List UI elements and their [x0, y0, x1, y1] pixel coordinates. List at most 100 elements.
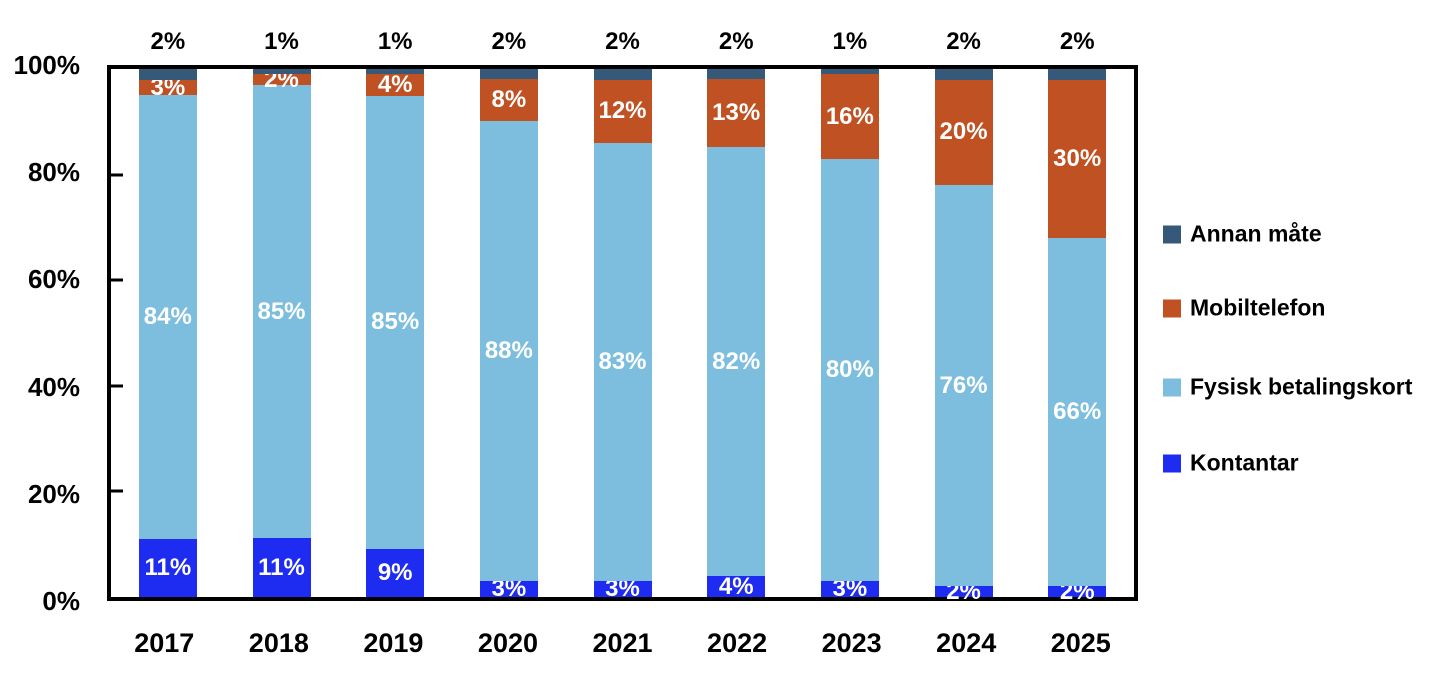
bar-segment-fysisk-betalingskort-2017: 84%: [138, 95, 197, 539]
y-axis-tick-mark: [111, 278, 123, 282]
bar-value-label-fysisk-betalingskort: 80%: [825, 355, 874, 383]
bar-slot-2017: 11% 84% 3% 2%: [111, 28, 225, 597]
bar-value-label-annan-mate: 2%: [605, 28, 640, 55]
bar-value-label-annan-mate: 2%: [491, 28, 527, 55]
bar-value-label-mobiltelefon: 13%: [712, 99, 761, 127]
y-tick-label: 100%: [13, 50, 81, 80]
plot-area: 11% 84% 3% 2% 11% 85% 2% 1% 9% 85% 4% 1% 3% 88% 8% 2% 3%…: [107, 28, 1138, 603]
legend-item-annan-mate: Annan måte: [1163, 221, 1322, 248]
bar-value-label-fysisk-betalingskort: 82%: [712, 347, 761, 375]
x-tick-label-2018: 2018: [248, 628, 309, 658]
bar-segment-fysisk-betalingskort-2018: 85%: [252, 85, 311, 539]
bar-slot-2025: 2% 66% 30% 2%: [1020, 28, 1134, 603]
bar-value-label-kontantar: 11%: [144, 553, 192, 581]
bar-segment-fysisk-betalingskort-2022: 82%: [707, 147, 766, 577]
x-tick-label-2017: 2017: [134, 628, 195, 658]
legend: Annan måte Mobiltelefon Fysisk betalingsko…: [1163, 0, 1445, 680]
bar-value-label-fysisk-betalingskort: 85%: [257, 297, 306, 325]
bar-segment-mobiltelefon-2025: 30%: [1048, 79, 1107, 238]
bar-value-label-annan-mate: 2%: [946, 28, 981, 55]
bar-value-label-fysisk-betalingskort: 76%: [939, 371, 988, 399]
bar-value-label-mobiltelefon: 12%: [598, 97, 647, 125]
bar-segment-fysisk-betalingskort-2021: 83%: [593, 142, 652, 582]
bar-value-label-mobiltelefon: 16%: [825, 102, 874, 130]
bar-2025: 2% 66% 30% 2%: [1048, 28, 1107, 603]
bar-segment-annan-mate-2024: [934, 69, 993, 80]
bar-segment-kontantar-2023: 3%: [820, 577, 879, 601]
bar-2024: 2% 76% 20% 2%: [934, 28, 993, 603]
bar-value-label-kontantar: 11%: [258, 553, 305, 581]
bar-value-label-annan-mate: 2%: [150, 28, 186, 55]
y-tick-label: 80%: [27, 157, 80, 188]
bar-segment-annan-mate-2020: [479, 69, 538, 80]
y-axis-tick-mark: [111, 384, 123, 388]
x-tick-label-2019: 2019: [363, 628, 424, 658]
bar-segment-kontantar-2019: 9%: [366, 549, 425, 597]
bar-value-label-annan-mate: 1%: [832, 28, 868, 55]
legend-item-kontantar: Kontantar: [1163, 450, 1299, 477]
y-axis-tick-mark: [111, 489, 123, 493]
y-tick-label: 40%: [27, 371, 80, 402]
bar-segment-fysisk-betalingskort-2025: 66%: [1048, 237, 1107, 587]
bar-value-label-annan-mate: 2%: [1059, 28, 1095, 55]
bar-2018: 11% 85% 2% 1%: [252, 28, 311, 597]
bar-slot-2024: 2% 76% 20% 2%: [907, 28, 1021, 603]
legend-swatch-annan-mate: [1163, 225, 1181, 243]
bar-segment-kontantar-2024: 2%: [934, 579, 993, 603]
legend-item-mobiltelefon: Mobiltelefon: [1163, 295, 1325, 322]
bar-2017: 11% 84% 3% 2%: [138, 28, 197, 597]
legend-swatch-kontantar: [1163, 454, 1181, 472]
legend-swatch-mobiltelefon: [1163, 299, 1181, 317]
bar-segment-fysisk-betalingskort-2020: 88%: [479, 121, 538, 582]
x-tick-label-2023: 2023: [821, 628, 882, 658]
bar-segment-mobiltelefon-2022: 13%: [707, 79, 766, 148]
bar-value-label-mobiltelefon: 20%: [939, 118, 988, 146]
bar-slot-2023: 3% 80% 16% 1%: [793, 28, 907, 601]
bar-value-label-fysisk-betalingskort: 66%: [1053, 398, 1102, 426]
x-tick-label-2021: 2021: [592, 628, 653, 658]
x-tick-label-2024: 2024: [936, 628, 997, 658]
bar-segment-fysisk-betalingskort-2019: 85%: [366, 95, 425, 549]
bar-segment-mobiltelefon-2020: 8%: [479, 79, 538, 122]
bar-segment-fysisk-betalingskort-2024: 76%: [934, 185, 993, 587]
bars-row: 11% 84% 3% 2% 11% 85% 2% 1% 9% 85% 4% 1% 3% 88% 8% 2% 3%…: [111, 28, 1134, 603]
bar-slot-2020: 3% 88% 8% 2%: [452, 28, 566, 601]
y-axis-tick-mark: [111, 173, 123, 177]
bar-2019: 9% 85% 4% 1%: [366, 28, 425, 597]
bar-2020: 3% 88% 8% 2%: [479, 28, 538, 601]
legend-swatch-fysisk-betalingskort: [1163, 378, 1181, 396]
x-tick-label-2025: 2025: [1050, 628, 1111, 658]
x-axis-labels: 2017 2018 2019 2020 2021 2022 2023 2024 2025: [107, 627, 1138, 659]
legend-label-fysisk-betalingskort: Fysisk betalingskort: [1190, 373, 1413, 400]
bar-value-label-mobiltelefon: 4%: [377, 71, 413, 99]
bar-segment-kontantar-2020: 3%: [479, 577, 538, 601]
bar-segment-kontantar-2021: 3%: [593, 577, 652, 601]
bar-segment-annan-mate-2019: [366, 69, 425, 75]
bar-2022: 4% 82% 13% 2%: [707, 28, 766, 598]
bar-segment-annan-mate-2025: [1048, 69, 1107, 80]
bar-segment-annan-mate-2021: [593, 69, 652, 80]
x-tick-label-2022: 2022: [707, 628, 768, 658]
bar-segment-annan-mate-2023: [820, 69, 879, 75]
bar-segment-mobiltelefon-2021: 12%: [593, 79, 652, 143]
bar-value-label-fysisk-betalingskort: 88%: [484, 337, 533, 365]
bar-slot-2019: 9% 85% 4% 1%: [338, 28, 452, 597]
bar-value-label-fysisk-betalingskort: 84%: [143, 303, 192, 331]
legend-item-fysisk-betalingskort: Fysisk betalingskort: [1163, 374, 1412, 401]
bar-segment-annan-mate-2018: [252, 69, 311, 75]
bar-segment-kontantar-2017: 11%: [138, 538, 197, 597]
bar-value-label-annan-mate: 1%: [264, 28, 299, 55]
bar-slot-2022: 4% 82% 13% 2%: [679, 28, 793, 598]
bar-value-label-fysisk-betalingskort: 85%: [371, 308, 420, 336]
x-tick-label-2020: 2020: [477, 628, 538, 658]
legend-label-annan-mate: Annan måte: [1190, 220, 1322, 247]
bar-2023: 3% 80% 16% 1%: [820, 28, 879, 601]
bar-segment-mobiltelefon-2024: 20%: [934, 79, 993, 186]
y-tick-label: 0%: [42, 586, 80, 616]
y-tick-label: 20%: [27, 478, 80, 509]
bar-slot-2018: 11% 85% 2% 1%: [225, 28, 339, 597]
bar-2021: 3% 83% 12% 2%: [593, 28, 652, 601]
bar-value-label-mobiltelefon: 8%: [491, 86, 527, 114]
bar-segment-mobiltelefon-2017: 3%: [138, 75, 197, 99]
